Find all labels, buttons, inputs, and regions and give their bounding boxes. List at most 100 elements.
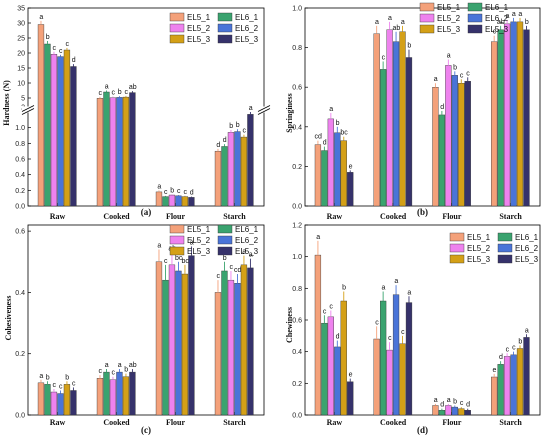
legend-label: EL5_3 xyxy=(187,247,211,256)
significance-letter: ab xyxy=(497,19,505,26)
significance-letter: a xyxy=(407,289,411,296)
bar-flour-series-6 xyxy=(464,81,471,207)
legend-swatch xyxy=(169,246,185,256)
bar-starch-series-4 xyxy=(234,131,241,207)
bar-starch-series-6 xyxy=(247,114,254,207)
bar-flour-series-6 xyxy=(188,255,195,416)
significance-letter: a xyxy=(329,106,333,113)
bar-flour-series-6 xyxy=(464,410,471,416)
legend-label: EL6_2 xyxy=(235,24,259,33)
bar-cooked-series-2 xyxy=(103,91,110,207)
legend: EL5_1 EL6_1 EL5_2 EL6_2 EL5_3 EL5_3 xyxy=(169,12,259,44)
legend-swatch xyxy=(467,13,483,23)
bar-raw-series-5 xyxy=(63,384,71,416)
legend-label: EL5_3 xyxy=(515,255,539,264)
category-label: Flour xyxy=(166,212,186,221)
significance-letter: c xyxy=(112,370,116,377)
category-label: Starch xyxy=(499,418,522,427)
significance-letter: bc xyxy=(340,130,348,137)
significance-letter: c xyxy=(460,72,464,79)
legend-label: EL6_1 xyxy=(485,3,509,12)
bar-flour-series-2 xyxy=(162,196,169,207)
significance-letter: c xyxy=(329,304,333,311)
significance-letter: ab xyxy=(129,362,137,369)
significance-letter: c xyxy=(164,258,168,265)
bar-raw-series-1 xyxy=(314,254,322,416)
significance-letter: a xyxy=(381,285,385,292)
significance-letter: d xyxy=(440,402,444,409)
bar-flour-series-3 xyxy=(168,264,176,416)
bar-flour-series-3 xyxy=(168,194,176,207)
significance-letter: a xyxy=(190,239,194,246)
significance-letter: c xyxy=(72,380,76,387)
bar-flour-series-3 xyxy=(445,405,452,416)
y-tick-label: 0.4 xyxy=(292,124,302,131)
bar-raw-series-1 xyxy=(37,24,45,207)
significance-letter: c xyxy=(401,329,405,336)
bar-cooked-series-4 xyxy=(392,294,400,416)
significance-letter: b xyxy=(236,122,240,129)
significance-letter: a xyxy=(157,183,161,190)
significance-letter: e xyxy=(493,367,497,374)
y-tick-label: 0.4 xyxy=(15,172,25,179)
bar-starch-series-1 xyxy=(214,292,222,416)
bar-raw-series-2 xyxy=(321,322,328,416)
y-tick-label: 0.0 xyxy=(292,413,302,420)
legend-label: EL6_1 xyxy=(235,13,259,22)
bar-starch-series-2 xyxy=(221,270,228,416)
legend-swatch xyxy=(449,232,465,242)
legend-swatch xyxy=(419,24,435,34)
bar-cooked-series-1 xyxy=(96,98,104,207)
significance-letter: bc xyxy=(175,255,183,262)
y-tick-label: 0.6 xyxy=(292,85,302,92)
legend: EL5_1 EL6_1 EL5_2 EL6_2 EL5_3 EL5_3 xyxy=(449,232,539,264)
significance-letter: d xyxy=(190,190,194,197)
significance-letter: a xyxy=(118,362,122,369)
significance-letter: b xyxy=(46,374,50,381)
significance-letter: a xyxy=(447,397,451,404)
significance-letter: a xyxy=(401,19,405,26)
significance-letter: a xyxy=(434,397,438,404)
y-tick-label: 0.0 xyxy=(15,413,25,420)
legend-swatch xyxy=(169,224,185,234)
panel-label: (a) xyxy=(141,207,152,217)
significance-letter: b xyxy=(453,399,457,406)
bar-cooked-series-6 xyxy=(405,57,413,207)
axis-break-mark xyxy=(257,105,271,112)
bar-starch-series-3 xyxy=(227,279,235,416)
category-label: Starch xyxy=(223,212,246,221)
bar-raw-series-6 xyxy=(347,381,354,416)
significance-letter: e xyxy=(349,163,353,170)
significance-letter: d xyxy=(72,57,76,64)
significance-letter: c xyxy=(217,273,221,280)
bar-starch-series-6 xyxy=(523,337,530,416)
bar-flour-series-5 xyxy=(181,273,189,416)
significance-letter: c xyxy=(183,189,187,196)
bar-starch-series-2 xyxy=(221,146,228,207)
bar-starch-series-4 xyxy=(234,283,241,416)
bar-flour-series-4 xyxy=(451,75,458,207)
bar-cooked-series-6 xyxy=(405,302,413,416)
legend-label: EL5_1 xyxy=(187,225,211,234)
legend: EL5_1 EL6_1 EL5_2 EL6_2 EL5_3 EL5_3 xyxy=(419,2,509,34)
significance-letter: b xyxy=(407,43,411,50)
significance-letter: c xyxy=(99,368,103,375)
category-label: Starch xyxy=(223,418,246,427)
bar-starch-series-4 xyxy=(510,21,517,207)
bar-cooked-series-5 xyxy=(122,96,130,207)
significance-letter: b xyxy=(229,123,233,130)
legend-label: EL6_2 xyxy=(515,244,539,253)
bar-starch-series-3 xyxy=(503,23,511,207)
y-tick-label: 0.2 xyxy=(15,188,25,195)
y-tick-label: 0.8 xyxy=(15,141,25,148)
y-tick-label: 20 xyxy=(17,51,25,58)
legend-label: EL6_1 xyxy=(235,225,259,234)
significance-letter: c xyxy=(99,90,103,97)
legend-swatch xyxy=(467,2,483,12)
bar-cooked-series-5 xyxy=(122,376,130,416)
significance-letter: a xyxy=(447,52,451,59)
bar-flour-series-6 xyxy=(188,197,195,207)
bar-cooked-series-2 xyxy=(380,69,387,207)
significance-letter: b xyxy=(46,34,50,41)
bar-raw-series-6 xyxy=(70,66,77,207)
